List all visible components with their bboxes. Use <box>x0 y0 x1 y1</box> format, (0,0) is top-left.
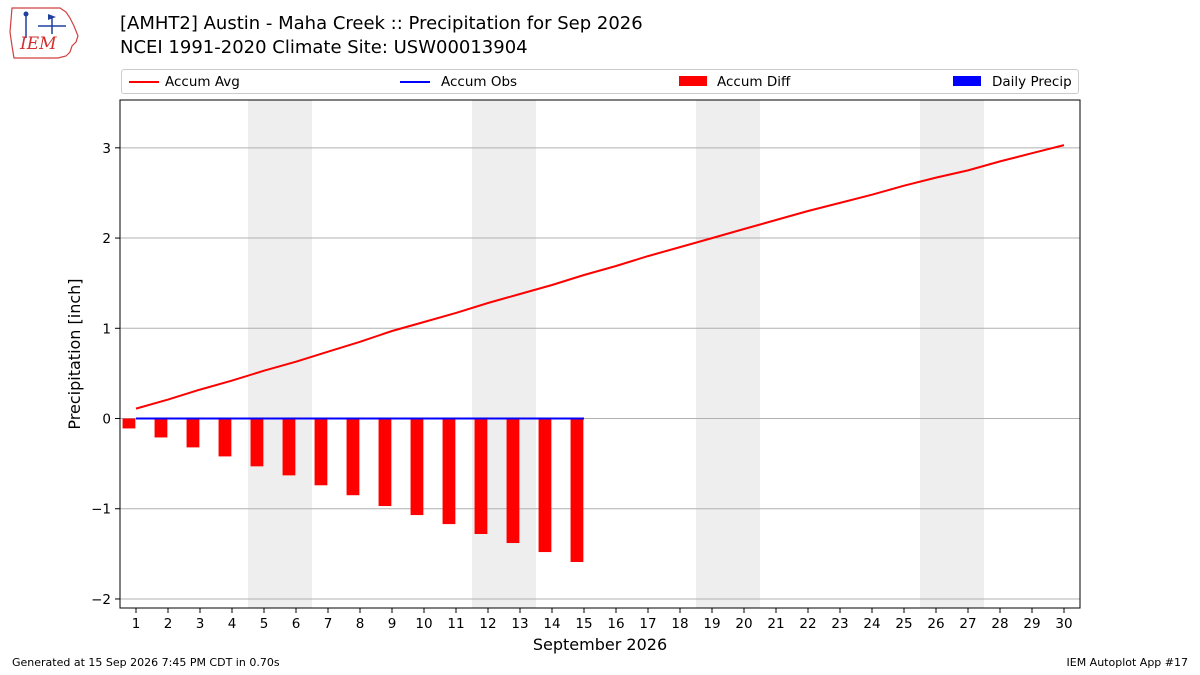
x-tick-label: 28 <box>991 616 1008 632</box>
x-tick-label: 15 <box>575 616 592 632</box>
x-tick-label: 2 <box>164 616 173 632</box>
x-tick-label: 1 <box>132 616 141 632</box>
x-tick-label: 10 <box>415 616 432 632</box>
x-tick-label: 22 <box>799 616 816 632</box>
accum-diff-bar <box>122 418 136 429</box>
accum-diff-bar <box>346 418 360 496</box>
x-tick-label: 27 <box>959 616 976 632</box>
y-gridlines <box>120 147 1080 600</box>
accum-diff-bar <box>314 418 328 486</box>
x-tick-label: 12 <box>479 616 496 632</box>
x-tick-label: 21 <box>767 616 784 632</box>
x-tick-label: 23 <box>831 616 848 632</box>
weekend-shade-band <box>472 100 536 608</box>
footer-generated: Generated at 15 Sep 2026 7:45 PM CDT in … <box>12 656 280 669</box>
x-tick-label: 13 <box>511 616 528 632</box>
chart-header: [AMHT2] Austin - Maha Creek :: Precipita… <box>120 12 643 60</box>
footer-app: IEM Autoplot App #17 <box>1066 656 1189 669</box>
chart-subtitle: NCEI 1991-2020 Climate Site: USW00013904 <box>120 37 528 58</box>
x-tick-label: 8 <box>356 616 365 632</box>
legend-swatch-accum-diff <box>679 76 707 86</box>
legend-label-daily-precip: Daily Precip <box>992 74 1072 90</box>
accum-diff-bar <box>186 418 200 448</box>
accum-diff-bar <box>218 418 232 457</box>
logo-text: IEM <box>20 34 57 54</box>
x-tick-label: 6 <box>292 616 301 632</box>
accum-diff-bar <box>282 418 296 476</box>
x-tick-label: 25 <box>895 616 912 632</box>
x-tick-label: 18 <box>671 616 688 632</box>
iem-logo: IEM <box>8 6 80 60</box>
accum-diff-bars <box>122 418 584 562</box>
x-axis-label: September 2026 <box>533 635 667 654</box>
y-tick-label: 2 <box>102 231 111 247</box>
x-tick-label: 9 <box>388 616 397 632</box>
x-tick-label: 3 <box>196 616 205 632</box>
plot-frame <box>119 99 1081 609</box>
x-tick-label: 19 <box>703 616 720 632</box>
chart-legend: Accum Avg Accum Obs Accum Diff Daily Pre… <box>121 69 1079 94</box>
x-tick-label: 4 <box>228 616 237 632</box>
legend-label-accum-diff: Accum Diff <box>717 74 791 90</box>
x-tick-label: 16 <box>607 616 624 632</box>
accum-diff-bar <box>538 418 552 553</box>
y-tick-label: 0 <box>102 412 111 428</box>
legend-swatch-daily-precip <box>953 76 981 86</box>
legend-swatch-accum-obs <box>400 81 430 83</box>
accum-diff-bar <box>154 418 168 438</box>
y-axis-label: Precipitation [inch] <box>65 278 84 429</box>
y-tick-label: −2 <box>91 592 111 608</box>
x-tick-label: 11 <box>447 616 464 632</box>
y-tick-label: 3 <box>102 141 111 157</box>
x-tick-label: 29 <box>1023 616 1040 632</box>
accum-diff-bar <box>378 418 392 507</box>
accum-avg-line <box>135 144 1065 410</box>
accum-diff-bar <box>506 418 520 544</box>
y-tick-label: 1 <box>102 321 111 337</box>
accum-diff-bar <box>474 418 488 535</box>
weekend-shade-band <box>248 100 312 608</box>
accum-diff-bar <box>250 418 264 467</box>
series-lines <box>135 144 1065 420</box>
weekend-shading <box>248 100 984 608</box>
x-tick-label: 20 <box>735 616 752 632</box>
weekend-shade-band <box>696 100 760 608</box>
weekend-shade-band <box>920 100 984 608</box>
x-tick-label: 24 <box>863 616 880 632</box>
accum-diff-bar <box>442 418 456 525</box>
x-tick-label: 5 <box>260 616 269 632</box>
accum-diff-bar <box>570 418 584 562</box>
x-tick-label: 30 <box>1055 616 1072 632</box>
x-tick-label: 14 <box>543 616 560 632</box>
accum-diff-bar <box>410 418 424 516</box>
chart-title: [AMHT2] Austin - Maha Creek :: Precipita… <box>120 13 643 34</box>
x-tick-label: 17 <box>639 616 656 632</box>
legend-swatch-accum-avg <box>129 81 159 83</box>
y-tick-label: −1 <box>91 502 111 518</box>
x-tick-label: 7 <box>324 616 333 632</box>
legend-label-accum-avg: Accum Avg <box>165 74 240 90</box>
legend-label-accum-obs: Accum Obs <box>441 74 518 90</box>
x-tick-label: 26 <box>927 616 944 632</box>
